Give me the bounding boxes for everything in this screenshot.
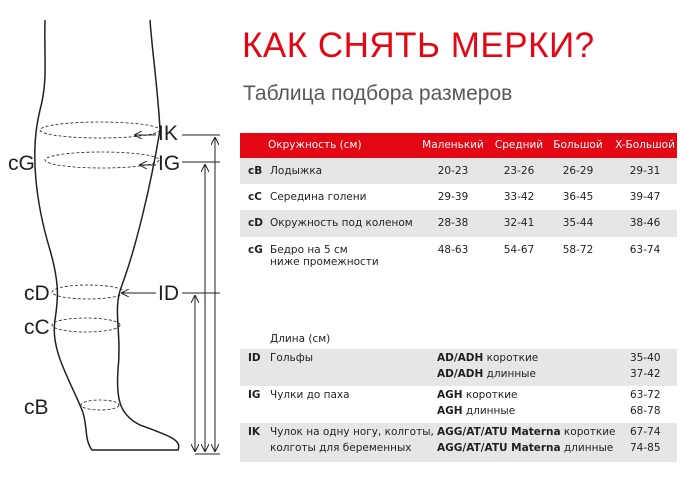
cg-measure: [44, 151, 160, 169]
row-label: Бедро на 5 см: [270, 244, 348, 256]
size-value: 20-23: [437, 165, 469, 177]
product-variant: AD/ADH длинные: [437, 368, 536, 381]
size-value: 26-29: [562, 165, 594, 177]
product-variant: AGG/AT/ATU Materna длинные: [437, 442, 613, 455]
variant-type: длинные: [486, 368, 536, 380]
model-name: AGH: [437, 389, 463, 401]
label-ik: IK: [158, 122, 178, 145]
leg-outline: [34, 19, 180, 451]
size-value: 29-39: [437, 191, 469, 203]
size-value: 35-44: [562, 217, 594, 229]
table-row: IG Чулки до паха AGH короткие 63-72 AGH д…: [240, 386, 677, 421]
row-code: cB: [248, 165, 263, 177]
size-value: 32-41: [503, 217, 535, 229]
label-cd: cD: [24, 282, 50, 305]
length-header: Длина (см): [270, 333, 331, 345]
page-subtitle: Таблица подбора размеров: [243, 82, 513, 105]
length-value: 67-74: [630, 426, 661, 438]
label-cg: cG: [8, 152, 35, 175]
table-row: ID Гольфы AD/ADH короткие 35-40 AD/ADH дл…: [240, 349, 677, 386]
length-value: 63-72: [630, 389, 661, 401]
row-label: Гольфы: [270, 352, 313, 364]
row-label: Середина голени: [270, 191, 367, 203]
label-cb: cB: [24, 396, 49, 419]
variant-type: длинные: [563, 442, 614, 454]
variant-type: короткие: [486, 352, 539, 364]
row-label-line2: ниже промежности: [270, 256, 379, 268]
table-row: cG Бедро на 5 см ниже промежности 48-63 5…: [240, 237, 677, 287]
row-code: IK: [248, 426, 261, 438]
size-value: 58-72: [562, 244, 594, 256]
product-variant: AGG/AT/ATU Materna короткие: [437, 426, 616, 439]
header-small: Маленький: [422, 139, 484, 151]
size-value: 29-31: [629, 165, 661, 177]
leg-diagram: [34, 19, 220, 455]
length-value: 74-85: [630, 442, 661, 454]
row-code: cD: [248, 217, 263, 229]
row-code: cC: [248, 191, 262, 203]
row-label: Лодыжка: [270, 165, 323, 177]
header-circumference: Окружность (см): [268, 139, 362, 151]
size-value: 48-63: [437, 244, 469, 256]
size-value: 39-47: [629, 191, 661, 203]
variant-type: короткие: [563, 426, 616, 438]
page-title: КАК СНЯТЬ МЕРКИ?: [242, 26, 595, 65]
cb-measure: [80, 399, 120, 411]
table-row: cD Окружность под коленом 28-38 32-41 35-4…: [240, 210, 677, 237]
row-label: Чулок на одну ногу, колготы,: [270, 426, 434, 438]
row-label: Чулки до паха: [270, 389, 350, 401]
label-cc: cC: [24, 316, 50, 339]
header-large: Большой: [553, 139, 603, 151]
model-name: AD/ADH: [437, 352, 484, 364]
size-value: 28-38: [437, 217, 469, 229]
table-row: IK Чулок на одну ногу, колготы, колготы …: [240, 423, 677, 462]
row-label: Окружность под коленом: [270, 217, 413, 229]
label-id: ID: [158, 282, 179, 305]
model-name: AGG/AT/ATU Materna: [437, 426, 561, 438]
cd-measure: [51, 284, 125, 300]
model-name: AD/ADH: [437, 368, 484, 380]
model-name: AGG/AT/ATU Materna: [437, 442, 561, 454]
product-variant: AD/ADH короткие: [437, 352, 538, 365]
length-value: 37-42: [630, 368, 661, 380]
variant-type: короткие: [465, 389, 518, 401]
ik-measure: [39, 121, 161, 139]
size-value: 36-45: [562, 191, 594, 203]
header-medium: Средний: [494, 139, 544, 151]
model-name: AGH: [437, 405, 463, 417]
size-value: 63-74: [629, 244, 661, 256]
length-value: 35-40: [630, 352, 661, 364]
cc-measure: [51, 317, 121, 333]
header-xlarge: X-Большой: [615, 139, 675, 151]
variant-type: длинные: [465, 405, 516, 417]
size-value: 38-46: [629, 217, 661, 229]
table-row: cC Середина голени 29-39 33-42 36-45 39-47: [240, 184, 677, 210]
table-header: Окружность (см) Маленький Средний Большо…: [240, 133, 677, 158]
label-ig: IG: [158, 152, 181, 175]
row-code: IG: [248, 389, 261, 401]
size-value: 54-67: [503, 244, 535, 256]
row-code: cG: [248, 244, 263, 256]
size-value: 33-42: [503, 191, 535, 203]
length-value: 68-78: [630, 405, 661, 417]
row-code: ID: [248, 352, 261, 364]
product-variant: AGH длинные: [437, 405, 515, 418]
size-value: 23-26: [503, 165, 535, 177]
table-row: cB Лодыжка 20-23 23-26 26-29 29-31: [240, 158, 677, 184]
row-label-line2: колготы для беременных: [270, 442, 412, 454]
product-variant: AGH короткие: [437, 389, 518, 402]
